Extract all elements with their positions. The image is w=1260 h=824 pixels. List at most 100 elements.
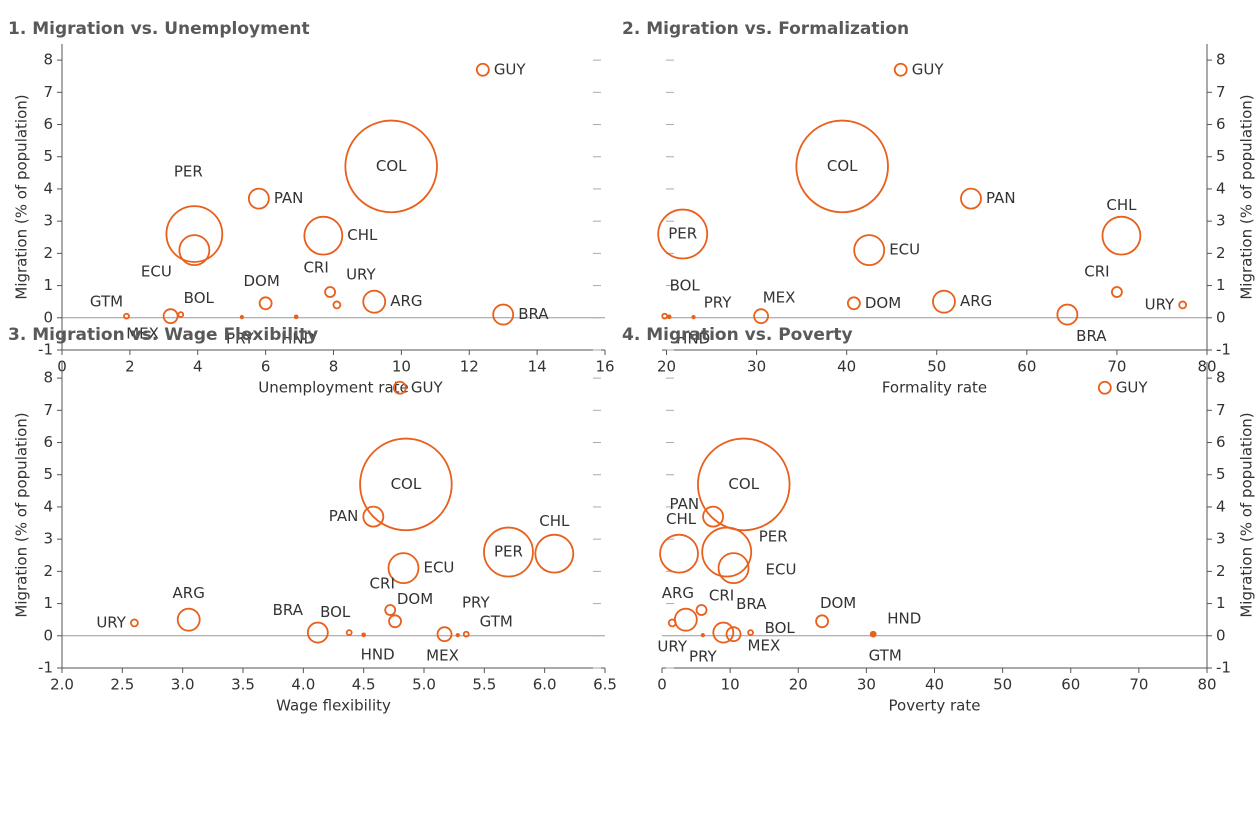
point-label: ARG [662,584,694,602]
bubble [753,308,769,325]
x-axis-label: Poverty rate [889,697,981,715]
point-label: PRY [462,594,491,612]
y-tick-label: -1 [1216,341,1231,359]
point-label: URY [657,637,687,655]
point-label: CHL [347,226,378,244]
y-tick-label: -1 [1216,659,1231,677]
y-tick-label: 5 [1216,465,1226,483]
x-tick-label: 30 [857,676,876,694]
y-tick-label: 3 [43,530,53,548]
x-tick-label: 30 [747,358,766,376]
bubble [747,629,754,636]
point-label: CHL [1106,196,1137,214]
point-label: PER [668,225,697,243]
x-tick-label: 5.0 [412,676,436,694]
y-tick-label: 4 [1216,179,1226,197]
y-tick-label: 6 [43,433,53,451]
point-label: PER [759,528,788,546]
point-label: DOM [243,272,279,290]
y-tick-label: 4 [1216,497,1226,515]
panel-title: 3. Migration vs. Wage Flexibility [8,325,318,345]
point-label: HND [887,609,921,627]
bubble [1097,380,1112,395]
point-label: PER [494,543,523,561]
bubble [712,621,735,644]
bubble [697,437,791,532]
x-tick-label: 3.5 [231,676,255,694]
y-tick-label: 6 [1216,115,1226,133]
bubble [293,314,299,320]
x-tick-label: 4.5 [352,676,376,694]
point-label: PAN [986,189,1016,207]
x-tick-label: 12 [460,358,479,376]
bubble [388,614,402,629]
point-label: GTM [869,647,902,665]
y-tick-label: 7 [43,401,53,419]
bubble [846,296,861,311]
point-label: GUY [1116,378,1149,396]
point-label: DOM [865,294,901,312]
bubble [362,289,387,314]
point-label: MEX [763,289,796,307]
point-label: GUY [411,378,444,396]
y-tick-label: 7 [43,83,53,101]
y-tick-label: 3 [43,212,53,230]
y-tick-label: 0 [43,626,53,644]
bubble [691,315,696,320]
bubble [387,552,420,585]
y-tick-label: 0 [43,308,53,326]
bubble [1056,303,1079,326]
bubble [324,286,337,298]
bubble [239,315,244,320]
bubble [673,607,698,632]
x-tick-label: 40 [925,676,944,694]
bubble [455,633,460,638]
x-axis-label: Wage flexibility [276,697,391,715]
y-tick-label: 3 [1216,530,1226,548]
x-tick-label: 50 [927,358,946,376]
x-tick-label: 2.5 [110,676,134,694]
y-tick-label: 3 [1216,212,1226,230]
y-tick-label: 4 [43,179,53,197]
x-tick-label: 8 [329,358,339,376]
bubble [303,215,344,256]
point-label: HND [361,645,395,663]
x-tick-label: 70 [1107,358,1126,376]
point-label: BOL [320,603,351,621]
bubble [344,119,438,214]
y-tick-label: 2 [1216,562,1226,580]
y-tick-label: 6 [43,115,53,133]
point-label: HND [676,329,710,347]
panel-title: 1. Migration vs. Unemployment [8,19,310,39]
panel: 2. Migration vs. Formalization -1 0 1 2 3 4 5 6 7… [622,19,1256,397]
y-tick-label: 1 [1216,594,1226,612]
bubble [361,632,366,638]
point-label: ECU [141,263,172,281]
point-label: URY [96,613,126,631]
x-tick-label: 14 [528,358,547,376]
point-label: PER [174,163,203,181]
point-label: COL [728,475,759,493]
x-tick-label: 50 [993,676,1012,694]
point-label: CRI [709,587,734,605]
point-label: BRA [736,595,767,613]
bubble [695,604,708,616]
bubble [177,311,185,318]
y-tick-label: 2 [43,244,53,262]
x-tick-label: 4 [193,358,203,376]
y-tick-label: 7 [1216,83,1226,101]
y-tick-label: 8 [1216,369,1226,387]
point-label: CHL [539,512,570,530]
bubble [717,552,750,585]
point-label: ARG [390,292,422,310]
bubble [659,533,699,574]
bubble [1101,215,1142,256]
x-axis-label: Formality rate [882,379,987,397]
y-tick-label: 2 [1216,244,1226,262]
point-label: ECU [889,241,920,259]
bubble [332,300,342,310]
panel: 3. Migration vs. Wage Flexibility-101234… [8,325,617,715]
point-label: GTM [90,293,123,311]
point-label: ARG [960,292,992,310]
